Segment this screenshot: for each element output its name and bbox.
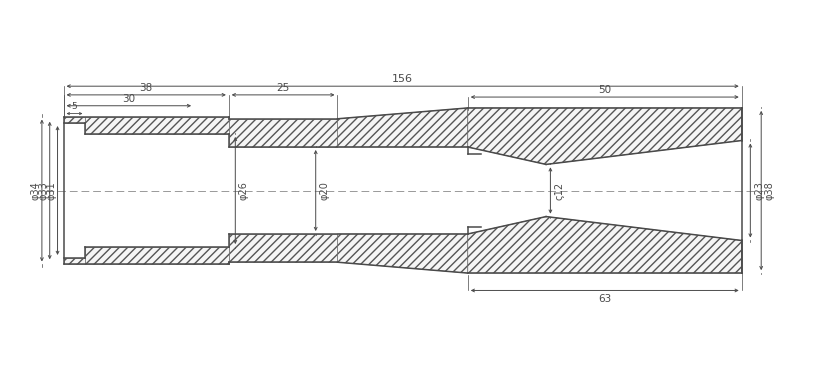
Polygon shape <box>468 216 742 273</box>
Text: 5: 5 <box>72 102 78 111</box>
Text: 38: 38 <box>140 83 153 93</box>
Text: φ33: φ33 <box>38 181 48 200</box>
Text: φ31: φ31 <box>46 181 56 200</box>
Text: 50: 50 <box>598 85 611 95</box>
Text: φ23: φ23 <box>754 181 764 200</box>
Text: 25: 25 <box>276 83 289 93</box>
Text: φ34: φ34 <box>31 181 41 200</box>
Polygon shape <box>64 117 85 123</box>
Polygon shape <box>229 119 337 147</box>
Text: ς12: ς12 <box>554 181 564 200</box>
Text: 156: 156 <box>392 74 414 84</box>
Polygon shape <box>85 247 229 264</box>
Polygon shape <box>64 258 85 264</box>
Text: 63: 63 <box>598 294 611 304</box>
Polygon shape <box>229 234 337 262</box>
Polygon shape <box>468 108 742 165</box>
Text: 30: 30 <box>122 94 136 104</box>
Text: φ20: φ20 <box>319 181 329 200</box>
Text: φ26: φ26 <box>239 181 249 200</box>
Polygon shape <box>337 108 468 147</box>
Text: φ38: φ38 <box>765 181 775 200</box>
Polygon shape <box>85 117 229 134</box>
Polygon shape <box>337 234 468 273</box>
